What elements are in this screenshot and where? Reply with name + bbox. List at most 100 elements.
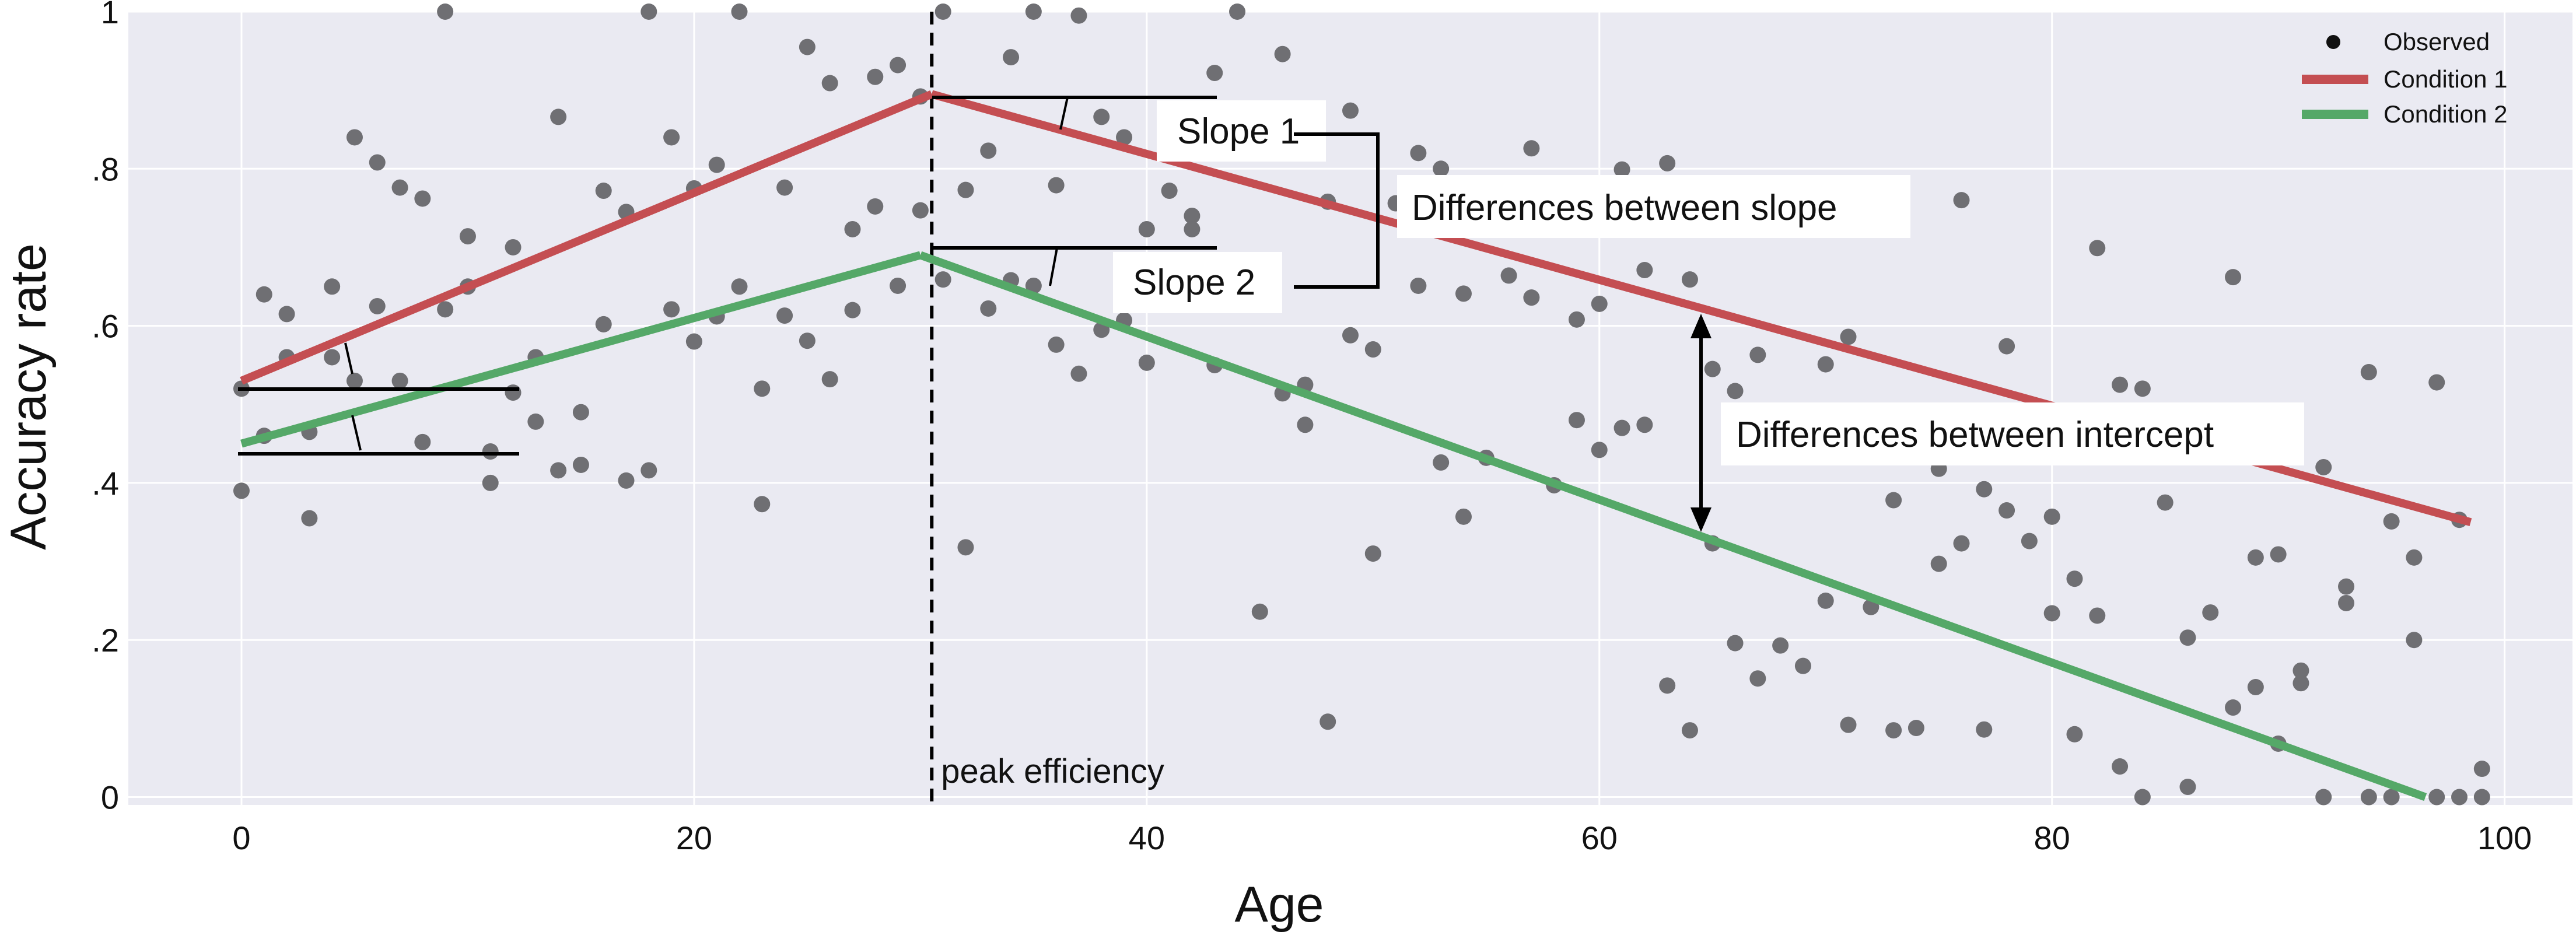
observed-point xyxy=(2360,364,2377,381)
observed-point xyxy=(912,202,929,219)
legend-label-condition2: Condition 2 xyxy=(2384,100,2507,128)
observed-point xyxy=(618,472,635,489)
observed-point xyxy=(1229,3,1246,20)
observed-point xyxy=(1410,277,1427,294)
observed-point xyxy=(1048,336,1065,353)
observed-point xyxy=(980,142,997,159)
observed-point xyxy=(1433,160,1450,177)
observed-point xyxy=(1999,502,2015,519)
legend: Observed Condition 1 Condition 2 xyxy=(2302,28,2507,128)
observed-point xyxy=(369,154,386,171)
observed-point xyxy=(2315,458,2332,475)
observed-point xyxy=(2066,726,2083,743)
observed-point xyxy=(2179,779,2196,796)
observed-point xyxy=(1885,722,1902,739)
x-tick-label: 60 xyxy=(1581,820,1618,856)
observed-point xyxy=(1953,535,1970,552)
observed-point xyxy=(2315,789,2332,806)
observed-point xyxy=(301,510,318,527)
y-tick-label: 0 xyxy=(101,779,119,816)
observed-point xyxy=(550,462,567,479)
observed-point xyxy=(890,57,907,73)
observed-point xyxy=(2292,662,2309,679)
condition-1-segment xyxy=(240,90,933,385)
observed-point xyxy=(1274,45,1291,62)
condition-lines xyxy=(240,90,2472,801)
x-tick-label: 80 xyxy=(2034,820,2070,856)
observed-point xyxy=(640,3,657,20)
observed-point xyxy=(1749,346,1766,363)
observed-point xyxy=(2406,549,2423,566)
observed-point xyxy=(1953,192,1970,209)
observed-point xyxy=(459,228,476,245)
observed-point xyxy=(2338,578,2355,595)
observed-point xyxy=(1138,354,1155,371)
observed-point xyxy=(1523,289,1540,306)
observed-point xyxy=(1568,311,1585,328)
observed-point xyxy=(1976,481,1993,498)
x-axis-ticks: 0 20 40 60 80 100 xyxy=(232,820,2532,856)
observed-point xyxy=(414,433,431,450)
intercept-diff-label-box xyxy=(1721,402,2304,465)
observed-point xyxy=(799,38,816,55)
observed-point xyxy=(2202,604,2219,621)
annotations: Slope 1 Slope 2 Differences between slop… xyxy=(238,96,2304,532)
observed-point xyxy=(2406,632,2423,649)
observed-point xyxy=(1840,328,1857,345)
intercept-angle-mark-2 xyxy=(351,415,362,451)
observed-point xyxy=(2225,269,2242,286)
observed-point xyxy=(1206,65,1223,82)
grid xyxy=(128,10,2572,805)
y-tick-label: .4 xyxy=(92,465,119,502)
observed-point xyxy=(437,301,454,318)
observed-point xyxy=(369,297,386,314)
observed-point xyxy=(776,307,793,324)
slope-diff-label-box xyxy=(1397,175,1910,238)
observed-point xyxy=(1093,108,1110,125)
observed-point xyxy=(1794,657,1811,674)
observed-point xyxy=(505,384,522,401)
slope2-angle-mark xyxy=(1049,247,1058,286)
observed-point xyxy=(2066,570,2083,587)
observed-point xyxy=(2134,789,2151,806)
observed-point xyxy=(1704,360,1721,377)
observed-point xyxy=(731,278,748,295)
observed-point xyxy=(1636,416,1653,433)
observed-point xyxy=(2247,549,2264,566)
observed-point xyxy=(2292,675,2309,692)
slope2-label-box xyxy=(1113,252,1282,313)
slope-diff-label: Differences between slope xyxy=(1412,188,1838,228)
slope1-label: Slope 1 xyxy=(1177,111,1300,152)
observed-point xyxy=(233,482,250,499)
observed-point xyxy=(1025,3,1042,20)
plot-area: peak efficiency Slope 1 Slope 2 Differen… xyxy=(128,3,2572,806)
observed-point xyxy=(346,129,363,146)
observed-point xyxy=(957,181,974,198)
observed-point xyxy=(527,413,544,430)
observed-point xyxy=(890,277,907,294)
x-axis-title: Age xyxy=(1234,877,1324,933)
x-tick-label: 0 xyxy=(232,820,250,856)
observed-point xyxy=(2112,376,2129,393)
observed-point xyxy=(482,474,499,491)
observed-point xyxy=(1885,492,1902,509)
observed-point xyxy=(1455,285,1472,302)
observed-point xyxy=(776,179,793,196)
y-tick-label: 1 xyxy=(101,0,119,30)
observed-point xyxy=(550,108,567,125)
observed-point xyxy=(1433,454,1450,471)
observed-point xyxy=(324,349,341,366)
observed-point xyxy=(256,286,272,303)
observed-point xyxy=(1681,722,1698,739)
observed-point xyxy=(2473,761,2490,778)
observed-point xyxy=(2270,546,2287,563)
observed-point xyxy=(2428,374,2445,391)
observed-point xyxy=(2089,240,2106,257)
observed-point xyxy=(821,371,838,388)
observed-point xyxy=(1908,720,1924,737)
observed-point xyxy=(2473,789,2490,806)
observed-point xyxy=(1251,603,1268,620)
legend-label-condition1: Condition 1 xyxy=(2384,65,2507,93)
observed-point xyxy=(2360,789,2377,806)
observed-point xyxy=(1636,262,1653,279)
